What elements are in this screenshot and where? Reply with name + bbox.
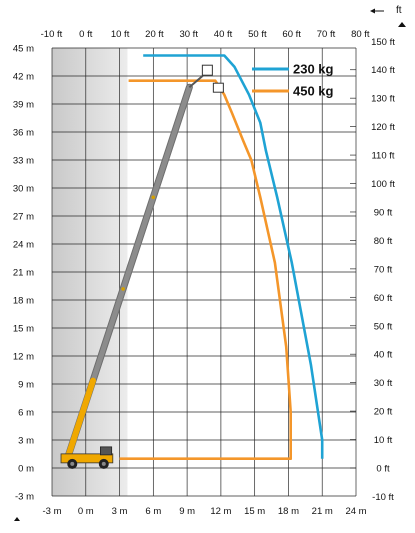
y-tick-label-ft: 50 ft: [374, 321, 393, 332]
x-tick-label-ft: 30 ft: [179, 29, 198, 40]
x-tick-label-m: 21 m: [312, 506, 333, 517]
x-tick-label-ft: -10 ft: [41, 29, 63, 40]
y-tick-label-m: 45 m: [13, 44, 34, 55]
wheel-hub: [70, 461, 75, 466]
platform-basket-lower: [212, 82, 224, 93]
y-tick-label-ft: 90 ft: [374, 207, 393, 218]
y-tick-label-ft: 80 ft: [374, 236, 393, 247]
y-tick-label-ft: 10 ft: [374, 435, 393, 446]
y-tick-label-ft: 120 ft: [371, 122, 395, 133]
up-arrow-icon: [398, 22, 406, 27]
y-tick-label-m: -3 m: [15, 492, 34, 503]
ft-unit-marker: ft: [370, 5, 406, 27]
up-arrow-icon: [14, 517, 20, 521]
y-tick-label-ft: 70 ft: [374, 264, 393, 275]
x-tick-label-ft: 0 ft: [79, 29, 93, 40]
telescopic-boom-lift: [60, 64, 224, 469]
y-tick-label-m: 15 m: [13, 324, 34, 335]
jib: [188, 74, 205, 88]
x-tick-label-m: 0 m: [78, 506, 94, 517]
x-tick-label-m: 18 m: [278, 506, 299, 517]
ft-unit-label: ft: [396, 5, 402, 16]
y-tick-label-ft: 30 ft: [374, 378, 393, 389]
boom-joint: [151, 195, 156, 200]
series-line-230kg: [143, 54, 324, 459]
y-tick-label-m: 12 m: [13, 352, 34, 363]
y-tick-label-ft: 40 ft: [374, 350, 393, 361]
y-tick-label-ft: 130 ft: [371, 94, 395, 105]
chassis: [60, 453, 114, 464]
x-tick-label-m: 6 m: [145, 506, 161, 517]
y-tick-label-ft: 0 ft: [376, 464, 390, 475]
boom-lower-section: [65, 377, 96, 457]
y-tick-label-m: 0 m: [18, 464, 34, 475]
boom-joint: [121, 287, 125, 291]
y-tick-label-m: 42 m: [13, 72, 34, 83]
wheel-hub: [101, 461, 106, 466]
axis-ticks: -3 m 0 m 3 m 6 m 9 m 12 m 15 m 18 m 21 m 24 m -10 …: [13, 29, 395, 517]
y-tick-label-ft: 60 ft: [374, 293, 393, 304]
y-tick-label-ft: -10 ft: [372, 492, 394, 503]
x-tick-label-m: 9 m: [179, 506, 195, 517]
y-tick-label-m: 6 m: [18, 408, 34, 419]
y-tick-label-ft: 110 ft: [371, 151, 394, 162]
legend: 230 kg 450 kg: [252, 62, 334, 99]
x-tick-label-ft: 60 ft: [282, 29, 301, 40]
x-tick-label-m: 24 m: [345, 506, 366, 517]
x-tick-label-m: 15 m: [244, 506, 265, 517]
y-tick-label-m: 3 m: [18, 436, 34, 447]
y-tick-label-m: 39 m: [13, 100, 34, 111]
y-tick-label-m: 9 m: [18, 380, 34, 391]
y-tick-label-ft: 20 ft: [374, 407, 393, 418]
y-tick-label-ft: 100 ft: [371, 179, 395, 190]
x-tick-label-m: -3 m: [43, 506, 62, 517]
x-tick-label-ft: 20 ft: [145, 29, 164, 40]
y-tick-label-m: 18 m: [13, 296, 34, 307]
x-tick-label-ft: 50 ft: [248, 29, 267, 40]
x-tick-label-ft: 70 ft: [317, 29, 336, 40]
y-tick-label-m: 21 m: [13, 268, 34, 279]
y-tick-label-m: 24 m: [13, 240, 34, 251]
grid: [51, 47, 357, 497]
x-tick-label-m: 3 m: [112, 506, 128, 517]
legend-label-450kg: 450 kg: [293, 84, 334, 99]
x-tick-label-ft: 10 ft: [111, 29, 130, 40]
x-tick-label-ft: 40 ft: [214, 29, 233, 40]
legend-label-230kg: 230 kg: [293, 62, 334, 77]
y-tick-label-ft: 150 ft: [371, 37, 395, 48]
y-tick-label-m: 33 m: [13, 156, 34, 167]
cab: [100, 446, 113, 456]
x-tick-label-ft: 80 ft: [351, 29, 370, 40]
y-tick-label-ft: 140 ft: [371, 65, 395, 76]
platform-basket-upper: [201, 64, 213, 76]
y-tick-label-m: 30 m: [13, 184, 34, 195]
y-tick-label-m: 27 m: [13, 212, 34, 223]
x-tick-label-m: 12 m: [210, 506, 231, 517]
y-tick-label-m: 36 m: [13, 128, 34, 139]
